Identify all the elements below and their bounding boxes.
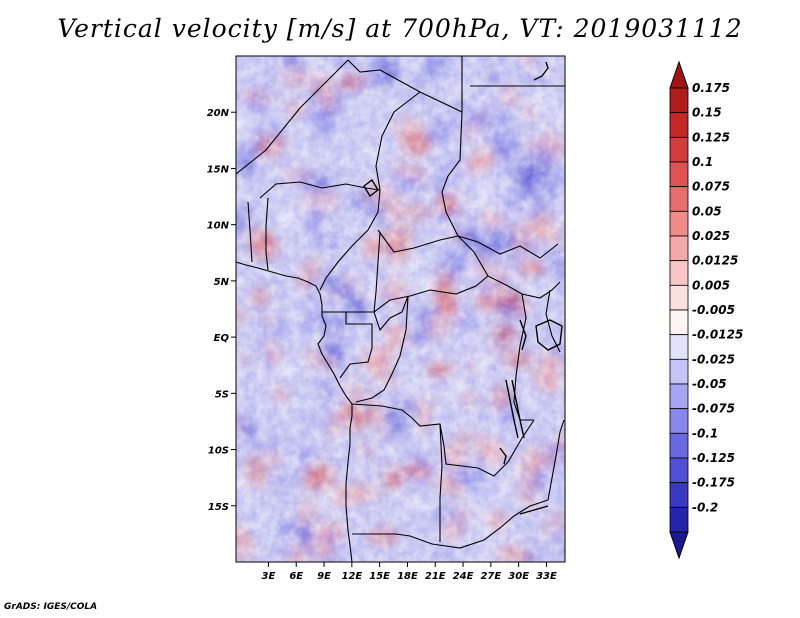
colorbar-segment	[669, 136, 689, 163]
border-nigeria-cameroon	[319, 189, 381, 291]
lake-chad	[363, 178, 379, 198]
colorbar-segment	[669, 309, 689, 336]
colorbar-segment	[669, 358, 689, 385]
colorbar-segment	[669, 87, 689, 114]
colorbar-label: -0.075	[692, 402, 735, 416]
border-algeria-libya	[347, 59, 463, 113]
colorbar-segment	[669, 432, 689, 459]
colorbar-label: 0.1	[692, 155, 713, 169]
colorbar-label: 0.075	[692, 180, 730, 194]
lakes	[363, 61, 563, 515]
y-tick-label: 5S	[215, 389, 229, 400]
colorbar-label: 0.05	[692, 204, 722, 218]
colorbar-segment	[669, 482, 689, 508]
colorbar-segment	[669, 186, 689, 212]
colorbar-segment	[669, 506, 689, 533]
border-congo-drc	[355, 295, 409, 403]
colorbar-segment	[669, 383, 689, 410]
border-benin-togo	[247, 201, 253, 263]
border-chad-car	[377, 229, 459, 253]
x-tick-label: 3E	[262, 571, 276, 582]
y-tick-label: 20N	[207, 108, 230, 119]
shaded-field	[236, 56, 565, 562]
lake-victoria	[535, 319, 563, 351]
border-benin-nigeria	[265, 197, 269, 271]
border-zambia-south	[431, 499, 549, 549]
grads-credit: GrADS: IGES/COLA	[4, 602, 98, 612]
lake-mweru	[499, 447, 507, 465]
colorbar-segment	[669, 112, 689, 138]
colorbar-label: -0.0125	[692, 328, 743, 342]
colorbar-segment	[669, 235, 689, 262]
y-tick-label: 15N	[207, 164, 230, 175]
colorbar-segment	[669, 457, 689, 484]
x-tick-label: 15E	[369, 571, 390, 582]
colorbar-bottom-triangle	[669, 531, 689, 560]
colorbar-segment	[669, 260, 689, 286]
nile-fragment	[533, 61, 549, 81]
colorbar-label: 0.15	[692, 106, 722, 120]
x-tick-label: 18E	[397, 571, 418, 582]
x-tick-label: 21E	[425, 571, 446, 582]
colorbar-label: -0.1	[692, 426, 718, 440]
colorbar-label: -0.2	[692, 500, 718, 514]
x-tick-label: 27E	[480, 571, 501, 582]
y-tick-label: 5N	[214, 277, 230, 288]
y-tick-label: 10S	[208, 446, 229, 457]
x-tick-label: 9E	[317, 571, 331, 582]
map-title: Vertical velocity [m/s] at 700hPa, VT: 2…	[57, 14, 743, 43]
colorbar-top-triangle	[669, 60, 689, 89]
colorbar-label: 0.125	[692, 130, 730, 144]
colorbar-segment	[669, 161, 689, 188]
lake-kariba	[519, 505, 549, 515]
x-axis: 3E 6E 9E 12E 15E 18E 21E 24E 27E 30E 33E	[262, 562, 557, 582]
border-congo	[346, 295, 409, 332]
border-south-sudan-drc	[521, 281, 561, 299]
west-africa-coastline	[236, 261, 353, 562]
x-tick-label: 6E	[289, 571, 303, 582]
border-niger-north	[236, 59, 349, 175]
border-car-drc	[373, 275, 523, 313]
colorbar-label: 0.005	[692, 278, 730, 292]
lake-albert	[519, 319, 527, 351]
y-tick-label: 15S	[208, 502, 229, 513]
y-tick-label: 10N	[207, 221, 230, 232]
plot-frame	[235, 55, 566, 563]
colorbar-segment	[669, 334, 689, 360]
border-sudan-south-sudan	[457, 235, 559, 259]
x-tick-label: 12E	[341, 571, 362, 582]
colorbar-label: -0.025	[692, 352, 735, 366]
border-angola-zambia	[439, 423, 443, 542]
colorbar-segment	[669, 210, 689, 237]
colorbar-label: 0.025	[692, 229, 730, 243]
colorbar-label: -0.175	[692, 476, 735, 490]
field-speckle-dark	[236, 56, 565, 562]
colorbar: 0.175 0.15 0.125 0.1 0.075 0.05 0.025 0.0125 0.0…	[669, 60, 743, 560]
colorbar-label: -0.005	[692, 303, 735, 317]
x-tick-label: 30E	[508, 571, 529, 582]
border-angola-namibia	[352, 533, 433, 545]
colorbar-label: 0.0125	[692, 254, 738, 268]
border-chad-sudan	[441, 111, 489, 277]
border-niger-chad	[375, 91, 421, 191]
border-drc-angola	[351, 403, 463, 467]
y-axis: 20N 15N 10N 5N EQ 5S 10S 15S	[207, 108, 236, 513]
colorbar-label: -0.05	[692, 377, 727, 391]
border-gabon	[322, 311, 373, 379]
colorbar-label: 0.175	[692, 81, 730, 95]
y-tick-label: EQ	[214, 333, 230, 344]
x-tick-label: 33E	[536, 571, 557, 582]
colorbar-segment	[669, 284, 689, 311]
lake-tanganyika	[505, 379, 519, 439]
colorbar-segment	[669, 408, 689, 434]
border-malawi-mozambique	[547, 419, 565, 501]
x-tick-label: 24E	[453, 571, 474, 582]
lake-tanganyika-east	[511, 379, 525, 439]
border-uganda-kenya	[545, 289, 561, 353]
border-cameroon-car	[373, 231, 381, 313]
colorbar-label: -0.125	[692, 451, 735, 465]
